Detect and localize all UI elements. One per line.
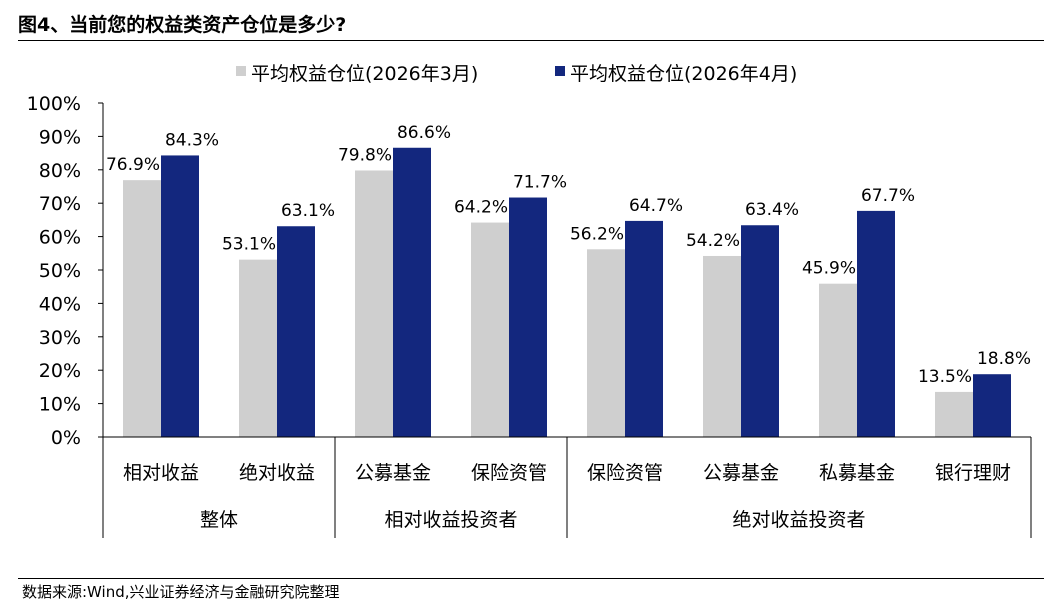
bar-series-1: [123, 180, 161, 438]
x-category-label: 保险资管: [471, 462, 547, 484]
bar-series-1: [471, 222, 509, 437]
x-category-label: 保险资管: [587, 462, 663, 484]
bar-series-2: [393, 147, 431, 438]
source-note: 数据来源:Wind,兴业证券经济与金融研究院整理: [22, 583, 340, 601]
bar-series-2: [277, 226, 315, 437]
data-label-series-1: 64.2%: [454, 198, 508, 218]
bar-series-1: [355, 170, 393, 437]
y-tick-label: 30%: [39, 327, 81, 349]
legend-label-series-1: 平均权益仓位(2026年3月): [251, 63, 478, 85]
data-label-series-2: 18.8%: [977, 349, 1031, 369]
x-group-label: 绝对收益投资者: [732, 509, 865, 531]
bar-series-2: [973, 374, 1011, 437]
data-label-series-1: 53.1%: [222, 235, 276, 255]
x-category-label: 公募基金: [703, 462, 779, 484]
data-label-series-1: 79.8%: [338, 145, 392, 165]
bar-series-1: [703, 255, 741, 437]
legend-swatch-series-2: [555, 66, 565, 76]
data-label-series-2: 84.3%: [165, 130, 219, 150]
data-label-series-2: 67.7%: [861, 186, 915, 206]
data-label-series-2: 63.1%: [281, 201, 335, 221]
legend-label-series-2: 平均权益仓位(2026年4月): [570, 63, 797, 85]
legend: 平均权益仓位(2026年3月) 平均权益仓位(2026年4月): [236, 63, 797, 85]
data-label-series-1: 13.5%: [918, 367, 972, 387]
bar-series-2: [509, 197, 547, 437]
data-label-series-1: 76.9%: [106, 155, 160, 175]
x-group-label: 整体: [200, 509, 238, 531]
bars: 76.9%84.3% 53.1%63.1% 79.8%86.6% 64.2%71.7%…: [106, 123, 1031, 438]
bar-series-1: [587, 249, 625, 437]
data-label-series-2: 64.7%: [629, 196, 683, 216]
figure-title: 图4、当前您的权益类资产仓位是多少?: [18, 14, 347, 36]
data-label-series-1: 45.9%: [802, 259, 856, 279]
y-tick-label: 20%: [39, 360, 81, 382]
source-rule: [18, 578, 1044, 579]
bar-series-2: [161, 155, 199, 438]
y-tick-label: 70%: [39, 193, 81, 215]
bar-series-1: [239, 259, 277, 437]
bar-series-1: [935, 391, 973, 437]
data-label-series-1: 56.2%: [570, 224, 624, 244]
title-rule: [18, 40, 1044, 41]
x-category-label: 私募基金: [819, 462, 895, 484]
y-tick-label: 100%: [27, 93, 81, 115]
data-label-series-2: 63.4%: [745, 200, 799, 220]
bar-series-2: [857, 210, 895, 437]
bar-series-1: [819, 283, 857, 437]
y-tick-label: 60%: [39, 227, 81, 249]
y-tick-label: 80%: [39, 160, 81, 182]
x-category-label: 绝对收益: [239, 462, 315, 484]
bar-series-2: [741, 225, 779, 437]
legend-swatch-series-1: [236, 66, 246, 76]
data-label-series-1: 54.2%: [686, 231, 740, 251]
y-tick-label: 40%: [39, 293, 81, 315]
data-label-series-2: 86.6%: [397, 123, 451, 143]
x-category-label: 相对收益: [123, 462, 199, 484]
x-group-label: 相对收益投资者: [384, 509, 517, 531]
bar-series-2: [625, 220, 663, 437]
y-tick-label: 10%: [39, 394, 81, 416]
y-tick-label: 0%: [51, 427, 81, 449]
x-category-label: 银行理财: [935, 462, 1011, 484]
data-label-series-2: 71.7%: [513, 173, 567, 193]
y-axis: 0% 10% 20% 30% 40% 50% 60% 70% 80% 90% 100%: [27, 93, 104, 449]
y-tick-label: 90%: [39, 126, 81, 148]
y-tick-label: 50%: [39, 260, 81, 282]
x-category-label: 公募基金: [355, 462, 431, 484]
